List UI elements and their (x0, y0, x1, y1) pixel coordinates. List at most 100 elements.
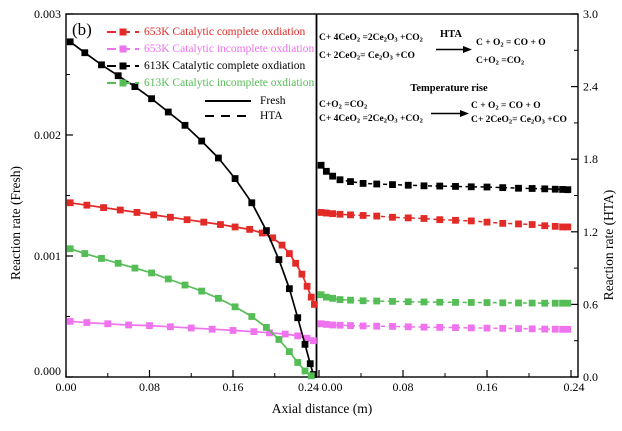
data-point-marker (258, 229, 266, 237)
data-point-marker (499, 324, 507, 332)
data-point-marker (329, 294, 337, 302)
data-point-marker (541, 185, 549, 193)
fresh-series (66, 199, 318, 308)
data-point-marker (208, 325, 216, 333)
hta-series (317, 161, 572, 194)
data-point-marker (231, 175, 239, 182)
style-legend-label: Fresh (260, 94, 286, 107)
data-point-marker (278, 241, 286, 249)
data-point-marker (329, 321, 337, 329)
y-right-tick-label: 3.0 (583, 7, 598, 21)
data-point-marker (214, 294, 222, 302)
y-left-tick-label: 0.002 (34, 128, 61, 142)
data-point-marker (551, 222, 559, 230)
data-point-marker (285, 285, 293, 293)
data-point-marker (483, 299, 491, 306)
data-point-marker (420, 182, 428, 190)
data-point-marker (436, 216, 444, 224)
data-point-marker (66, 38, 74, 46)
data-point-marker (336, 321, 344, 329)
data-point-marker (187, 324, 195, 332)
x-axis-title: Axial distance (m) (271, 401, 373, 416)
data-point-marker (483, 324, 491, 332)
legend-item-label: 613K Catalytic complete oxdiation (144, 59, 306, 72)
data-point-marker (269, 234, 277, 242)
x-tick-label: 0.16 (477, 380, 498, 394)
y-left-tick-label: 0.001 (34, 249, 61, 263)
data-point-marker (246, 225, 254, 233)
data-point-marker (317, 161, 325, 169)
equation-annotation-hta: C+ 4CeO2 =2Ce2O3 +CO2 C+ 2CeO2= Ce2O3 +C… (319, 29, 581, 71)
data-point-marker (404, 214, 412, 222)
right-arrow-icon (436, 46, 472, 53)
x-tick-label: 0.08 (393, 380, 414, 394)
data-point-marker (373, 297, 381, 305)
x-tick-label: 0.24 (564, 380, 585, 394)
y-left-tick-label: 0.003 (34, 7, 61, 21)
data-point-marker (200, 218, 208, 226)
data-point-marker (436, 298, 444, 306)
legend-item-label: 653K Catalytic complete oxdiation (144, 25, 306, 38)
data-point-marker (81, 250, 89, 257)
data-point-marker (347, 178, 354, 185)
data-point-marker (499, 299, 507, 307)
data-point-marker (515, 325, 522, 332)
data-point-marker (131, 83, 139, 90)
data-point-marker (389, 323, 396, 330)
fresh-series (66, 317, 317, 345)
style-legend-item: HTA (205, 108, 286, 123)
data-point-marker (564, 223, 572, 231)
data-point-marker (181, 281, 189, 289)
data-point-marker (263, 323, 270, 331)
data-point-marker (436, 323, 444, 331)
data-point-marker (125, 321, 133, 329)
data-point-marker (541, 222, 549, 230)
data-point-marker (231, 303, 239, 311)
data-point-marker (322, 167, 330, 175)
data-point-marker (515, 220, 522, 228)
hta-series (317, 209, 572, 231)
data-point-marker (150, 211, 158, 219)
data-point-marker (515, 299, 522, 307)
legend-item: 653K Catalytic complete oxdiation (107, 23, 314, 40)
data-point-marker (116, 206, 124, 214)
data-point-marker (298, 270, 306, 278)
legend-item: 613K Catalytic incomplete oxdiation (107, 74, 314, 91)
data-point-marker (83, 201, 91, 209)
x-tick-label: 0.24 (298, 380, 319, 394)
hta-arrow-label: HTA (440, 29, 462, 40)
equation-line: C+ 4CeO2 =2Ce2O3 +CO2 (319, 33, 423, 44)
data-point-marker (275, 256, 283, 264)
data-point-marker (359, 180, 367, 187)
data-point-marker (83, 319, 91, 326)
y-right-tick-label: 0.6 (583, 297, 598, 311)
data-point-marker (322, 209, 330, 217)
data-point-marker (329, 172, 337, 180)
y-right-tick-label: 2.4 (583, 80, 598, 94)
data-point-marker (114, 259, 122, 267)
equation-line: C+O2 =CO2 (476, 56, 525, 67)
data-point-marker (98, 61, 105, 69)
data-point-marker (164, 275, 172, 283)
data-point-marker (347, 296, 354, 304)
data-point-marker (309, 337, 317, 345)
data-point-marker (420, 323, 428, 331)
data-point-marker (528, 221, 536, 228)
data-point-marker (248, 199, 256, 207)
fresh-series (66, 38, 317, 378)
data-point-marker (104, 320, 112, 328)
data-point-marker (452, 324, 459, 332)
data-point-marker (359, 322, 367, 330)
data-point-marker (98, 255, 105, 262)
data-point-marker (294, 314, 302, 322)
equation-line: C + O2 = CO + O (471, 101, 541, 112)
data-point-marker (389, 297, 396, 305)
data-point-marker (311, 301, 318, 308)
axis-ticks: 0.00 0.08 0.16 0.24 0.00 0.08 0.16 0.240.0000.0… (34, 7, 598, 394)
data-point-marker (499, 219, 507, 227)
legend-item: 653K Catalytic incomplete oxdiation (107, 40, 314, 57)
legend-marker-icon (107, 28, 139, 35)
hta-series (317, 291, 572, 307)
equation-line: C + O2 = CO + O (476, 38, 546, 49)
